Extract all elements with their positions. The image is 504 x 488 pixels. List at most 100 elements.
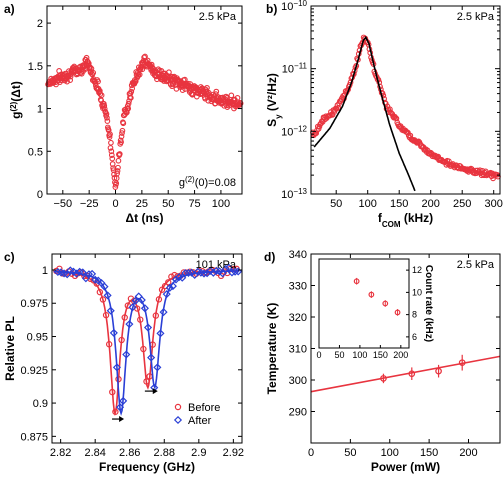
panel-d-inset-xtick-label: 100 [352, 350, 367, 360]
panel-b-frame [310, 5, 501, 195]
panel-c-point-after [178, 273, 187, 282]
panel-a-data-point [107, 145, 114, 151]
panel-c-point-after [125, 320, 134, 329]
panel-c-point-after [116, 403, 125, 412]
panel-a-data-point [116, 151, 123, 157]
panel-c-point-after [100, 282, 109, 291]
panel-d-ytick-label: 310 [289, 344, 307, 356]
panel-d-ytick-label: 300 [289, 375, 307, 387]
panel-a-data-point [119, 130, 125, 136]
panel-a-data-point [115, 157, 122, 164]
panel-b-label: b) [266, 2, 277, 16]
panel-c-point-before [137, 316, 144, 323]
panel-c-xtick-label: 2.82 [50, 447, 71, 459]
panel-d-inset-point [368, 291, 375, 298]
panel-c-ylabel: Relative PL [3, 316, 17, 381]
panel-a-data-point [136, 71, 143, 78]
panel-a-data-point [109, 161, 116, 167]
panel-c-xtick-label: 2.88 [154, 447, 175, 459]
panel-d-data-point [435, 367, 442, 375]
panel-c-ytick-label: 1 [42, 265, 48, 277]
panel-d-inset-xtick-label: 50 [334, 350, 344, 360]
panel-a-data-point [112, 184, 119, 190]
panel-b-pressure-annotation: 2.5 kPa [457, 11, 495, 23]
panel-c-xlabel: Frequency (GHz) [99, 460, 195, 474]
panel-c-point-after [137, 295, 146, 305]
panel-c-legend-marker-after [173, 415, 183, 425]
panel-a-pressure-annotation: 2.5 kPa [199, 11, 237, 23]
panel-a-data-point [114, 168, 121, 174]
panel-b-xlabel: fCOM (kHz) [378, 211, 433, 229]
panel-a-ytick-label: 0 [37, 189, 43, 201]
panel-c-point-after [131, 296, 140, 305]
panel-a-data-point [104, 114, 110, 121]
panel-c-point-before [140, 345, 147, 353]
panel-d-xtick-label: 150 [420, 447, 438, 459]
panel-c-xtick-label: 2.9 [191, 447, 206, 459]
panel-a-ytick-label: 1.5 [28, 61, 43, 73]
panel-a-g2-autocorrelation: −50 −25 0 25 50 75 100 0 0.5 1 1.5 2 a) Δt (ns) g(2)(Δ… [4, 2, 244, 225]
panel-a-data-point [120, 120, 127, 127]
panel-d-pressure-annotation: 2.5 kPa [457, 259, 495, 271]
panel-d-xtick-label: 0 [308, 447, 314, 459]
panel-d-inset-xtick-label: 150 [373, 350, 388, 360]
panel-d-label: d) [264, 250, 275, 264]
panel-c-point-after [122, 350, 131, 359]
panel-c-point-after [109, 328, 118, 337]
panel-c-point-before [152, 312, 160, 319]
panel-c-xtick-label: 2.86 [119, 447, 140, 459]
panel-c-point-after [162, 290, 171, 299]
panel-d-xlabel: Power (mW) [371, 460, 440, 474]
panel-c-point-after [72, 269, 81, 278]
panel-c-point-after [171, 275, 181, 284]
panel-c-ytick-label: 0.925 [20, 365, 48, 377]
panel-d-inset-xtick-label: 0 [316, 350, 321, 360]
panel-c-point-after [209, 268, 218, 277]
panel-c-ytick-label: 0.975 [20, 298, 48, 310]
panel-c-label: c) [4, 250, 15, 264]
panel-d-ytick-label: 320 [289, 312, 307, 324]
panel-a-ytick-label: 2 [37, 18, 43, 30]
panel-a-data-point [204, 84, 210, 91]
panel-c-relative-pl: 2.82 2.84 2.86 2.88 2.9 2.92 0.875 0.9 0.925 0.95… [3, 250, 244, 474]
panel-c-pressure-annotation: 101 kPa [196, 259, 237, 271]
panel-a-data-point [108, 139, 114, 146]
panel-d-fit-line [310, 355, 501, 393]
panel-c-point-after [199, 269, 209, 278]
panel-c-xtick-label: 2.92 [223, 447, 244, 459]
panel-a-data-point [67, 77, 74, 83]
panel-a-data-point [118, 133, 125, 140]
panel-c-shift-arrowhead [119, 416, 125, 423]
panel-c-ytick-label: 0.95 [27, 332, 48, 344]
panel-c-point-before [99, 296, 107, 303]
panel-d-inset-ytick-label: 10 [412, 287, 422, 297]
panel-a-data-point [237, 100, 244, 107]
panel-b-ytick-label: 10−10 [281, 0, 307, 13]
panel-d-data-point [408, 370, 416, 378]
panel-c-fit-before [53, 269, 240, 417]
panel-d-xtick-label: 100 [381, 447, 399, 459]
panel-d-data-point [380, 375, 387, 382]
panel-a-data-point [179, 87, 186, 93]
panel-c-point-before [109, 388, 116, 396]
panel-c-point-after [218, 269, 227, 278]
panel-a-data-point [98, 92, 105, 99]
panel-a-data-point [114, 170, 120, 177]
panel-a-xlabel: Δt (ns) [126, 211, 164, 225]
panel-a-data-point [109, 155, 116, 162]
panel-d-xtick-label: 200 [459, 447, 477, 459]
panel-c-legend-label-before: Before [188, 402, 220, 414]
panel-b-xtick-label: 300 [485, 198, 503, 210]
panel-a-ytick-label: 0.5 [28, 146, 43, 158]
panel-c-legend-label-after: After [188, 415, 212, 427]
panel-b-xtick-label: 250 [453, 198, 471, 210]
panel-c-frame [51, 253, 243, 444]
panel-c-legend-marker-before [174, 403, 182, 411]
panel-a-data-point [132, 78, 139, 85]
panel-c-point-after [221, 264, 230, 273]
panel-a-data-point [213, 88, 220, 95]
panel-a-xtick-label: 50 [162, 198, 174, 210]
panel-c-point-after [103, 291, 112, 300]
